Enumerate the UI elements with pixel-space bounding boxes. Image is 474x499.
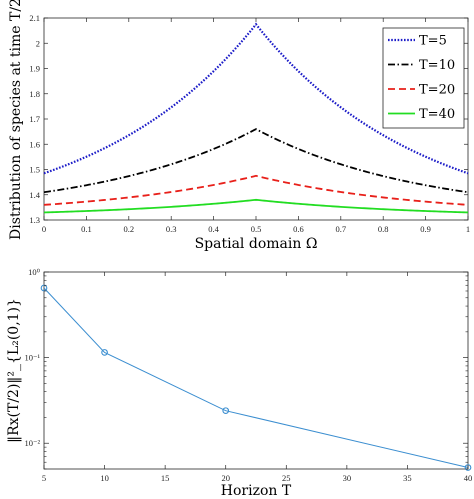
plot-area-frame-2 — [43, 271, 469, 470]
y-tick-label: 1.9 — [29, 64, 40, 74]
y-tick-label-2: 10⁻¹ — [24, 353, 40, 363]
legend-label-4: T=40 — [419, 107, 455, 122]
x-tick-label: 0.8 — [378, 224, 389, 234]
norm-point-2 — [101, 349, 108, 356]
x-tick-label-2: 25 — [282, 473, 291, 483]
x-tick-label-2: 15 — [161, 473, 170, 483]
series-line-3 — [43, 174, 469, 206]
x-tick-label-2: 5 — [42, 473, 46, 483]
x-tick-label-2: 35 — [403, 473, 412, 483]
y-axis-ticks-2: 10⁰ 10⁻¹ 10⁻² — [24, 267, 468, 470]
y-axis-ticks: 1.3 1.4 1.5 1.6 1.7 1.8 1.9 2 2.1 — [29, 13, 468, 225]
y-axis-label: Distribution of species at time T/2 — [8, 0, 24, 240]
y-tick-label: 2 — [36, 38, 40, 48]
y-tick-label: 1.3 — [29, 215, 40, 225]
x-tick-label: 0.3 — [166, 224, 177, 234]
y-axis-label-2: ‖Rx(T/2)‖²_{L₂(0,1)} — [6, 298, 22, 443]
series-line-2 — [43, 128, 469, 194]
x-axis-label-2: Horizon T — [221, 483, 292, 499]
x-tick-label: 0.1 — [81, 224, 92, 234]
y-tick-label: 1.6 — [29, 139, 40, 149]
x-axis-ticks-2: 5 10 15 20 25 30 35 40 — [42, 272, 472, 483]
x-axis-ticks: 0 0.1 0.2 0.3 0.4 0.5 0.6 0.7 0.8 0.9 1 — [42, 18, 470, 234]
y-tick-label-2: 10⁻² — [24, 438, 40, 448]
x-tick-label-2: 40 — [464, 473, 473, 483]
x-tick-label: 0.6 — [293, 224, 304, 234]
series-lines — [43, 22, 469, 214]
norm-point-4 — [464, 464, 472, 471]
x-tick-label-2: 10 — [100, 473, 109, 483]
y-tick-label: 1.7 — [29, 114, 40, 124]
y-tick-label: 1.5 — [29, 165, 40, 175]
horizon-norm-chart: 5 10 15 20 25 30 35 40 10⁰ 10⁻¹ 10⁻² Horizon T ‖R… — [6, 267, 472, 499]
x-tick-label: 0 — [42, 224, 46, 234]
x-axis-label: Spatial domain Ω — [195, 236, 318, 252]
spatial-distribution-chart: 0 0.1 0.2 0.3 0.4 0.5 0.6 0.7 0.8 0.9 1 1.31.41.51… — [8, 0, 470, 252]
x-tick-label: 0.4 — [208, 224, 219, 234]
x-tick-label: 1 — [466, 224, 470, 234]
y-tick-label: 1.4 — [29, 190, 40, 200]
series-line-4 — [43, 198, 469, 214]
y-tick-label: 1.8 — [29, 89, 40, 99]
legend-label-2: T=10 — [419, 58, 455, 73]
x-tick-label: 0.7 — [335, 224, 346, 234]
norm-series — [40, 284, 472, 471]
y-tick-label: 2.1 — [29, 13, 40, 23]
legend-label-3: T=20 — [419, 83, 455, 98]
legend-box — [382, 27, 465, 129]
legend-label-1: T=5 — [419, 34, 447, 49]
legend: T=5 T=10 T=20 T=40 — [382, 27, 465, 129]
x-tick-label: 0.9 — [420, 224, 431, 234]
norm-line — [43, 287, 469, 469]
x-tick-label-2: 30 — [343, 473, 352, 483]
y-tick-label-2: 10⁰ — [28, 267, 41, 277]
x-tick-label-2: 20 — [221, 473, 230, 483]
norm-point-3 — [222, 407, 230, 415]
series-line-1 — [43, 22, 469, 175]
x-tick-label: 0.2 — [123, 224, 134, 234]
x-tick-label: 0.5 — [251, 224, 262, 234]
